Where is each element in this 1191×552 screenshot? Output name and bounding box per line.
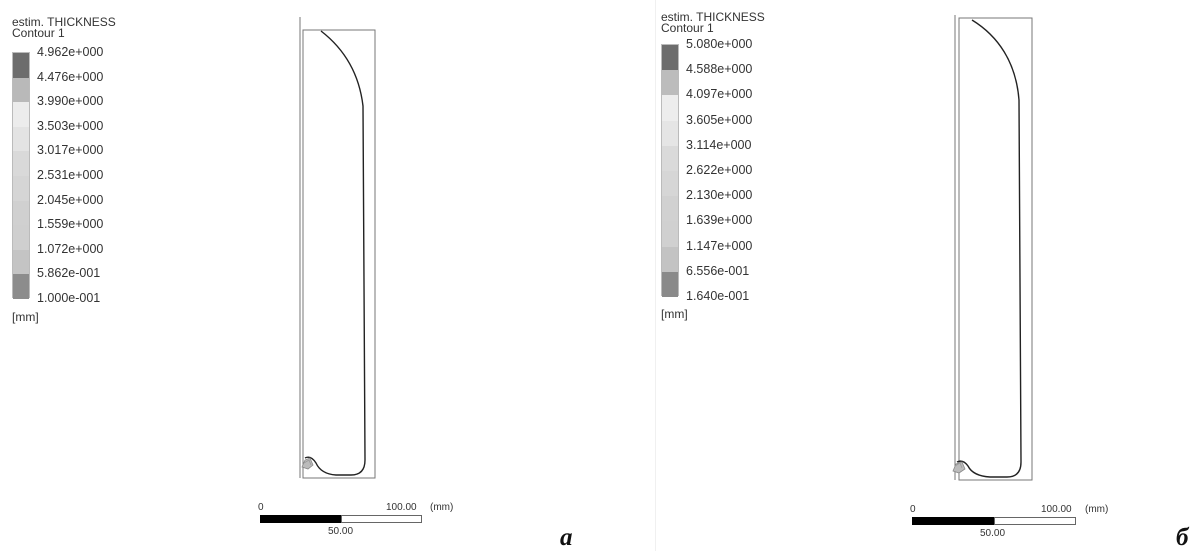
legend-label: 5.080e+000 [686,37,753,51]
legend-swatch [662,95,678,121]
legend-label: 3.503e+000 [37,118,104,133]
legend-colorbar-a [12,52,30,299]
legend-title-line1: estim. THICKNESS [661,10,765,24]
legend-swatch [662,120,678,146]
legend-swatch [13,126,29,152]
legend-swatch [13,151,29,176]
legend-label: 3.990e+000 [37,94,104,109]
panel-divider [655,0,656,551]
legend-label: 2.531e+000 [37,168,104,182]
legend-swatch [662,221,678,247]
legend-title-b: estim. THICKNESS Contour 1 [661,10,765,35]
legend-label: 2.130e+000 [686,188,753,203]
legend-swatch [662,171,678,197]
scale-bar-black-b [912,517,995,525]
panel-a: estim. THICKNESS Contour 1 4.962e+000 4.4… [12,15,573,551]
scale-unit-a: (mm) [430,502,454,513]
scale-max-b: 100.00 [1041,504,1072,515]
legend-swatch [13,225,29,250]
legend-swatch [662,271,678,297]
panel-letter-a: a [560,524,573,551]
legend-swatch [13,77,29,103]
legend-label: 1.559e+000 [37,217,104,232]
legend-label: 3.605e+000 [686,112,753,127]
legend-label: 1.000e-001 [37,291,101,305]
legend-swatch [13,274,29,299]
scale-unit-b: (mm) [1085,504,1109,515]
legend-title-line1: estim. THICKNESS [12,15,116,29]
legend-label: 4.097e+000 [686,87,753,102]
legend-label: 2.622e+000 [686,163,753,177]
scale-zero-a: 0 [258,502,264,513]
legend-label: 3.017e+000 [37,143,104,158]
legend-label: 1.639e+000 [686,213,753,228]
scale-mid-a: 50.00 [328,526,354,537]
legend-label: 5.862e-001 [37,266,101,281]
legend-title-line2: Contour 1 [12,26,65,40]
legend-label: 2.045e+000 [37,192,104,207]
legend-swatch [662,145,678,171]
panel-letter-b: б [1176,524,1189,551]
legend-title-a: estim. THICKNESS Contour 1 [12,15,116,40]
legend-swatch [13,249,29,275]
scale-bar-white-b [994,517,1076,525]
legend-unit-a: [mm] [12,310,39,324]
legend-swatch [662,246,678,272]
scale-bar-black-a [260,515,342,523]
legend-label: 3.114e+000 [686,137,752,152]
geometry-section-b [952,15,1033,481]
scale-zero-b: 0 [910,504,916,515]
legend-unit-b: [mm] [661,307,688,321]
legend-swatch [13,102,29,127]
scale-mid-b: 50.00 [980,528,1006,539]
legend-label: 1.147e+000 [686,238,753,253]
legend-colorbar-b [661,44,679,297]
scale-bar-white-a [341,515,422,523]
geometry-section-a [299,17,376,479]
legend-swatch [13,53,29,78]
legend-swatch [662,70,678,96]
legend-label: 1.640e-001 [686,289,750,303]
legend-label: 4.962e+000 [37,45,104,59]
scale-max-a: 100.00 [386,502,417,513]
legend-swatch [662,45,678,71]
panel-b: estim. THICKNESS Contour 1 5.080e+000 4.5… [655,0,1191,551]
legend-title-line2: Contour 1 [661,21,714,35]
legend-label: 6.556e-001 [686,263,750,278]
legend-swatch [13,200,29,226]
legend-swatch [13,176,29,201]
legend-swatch [662,196,678,222]
legend-label: 4.476e+000 [37,69,104,84]
legend-label: 4.588e+000 [686,62,753,77]
legend-label: 1.072e+000 [37,241,104,256]
